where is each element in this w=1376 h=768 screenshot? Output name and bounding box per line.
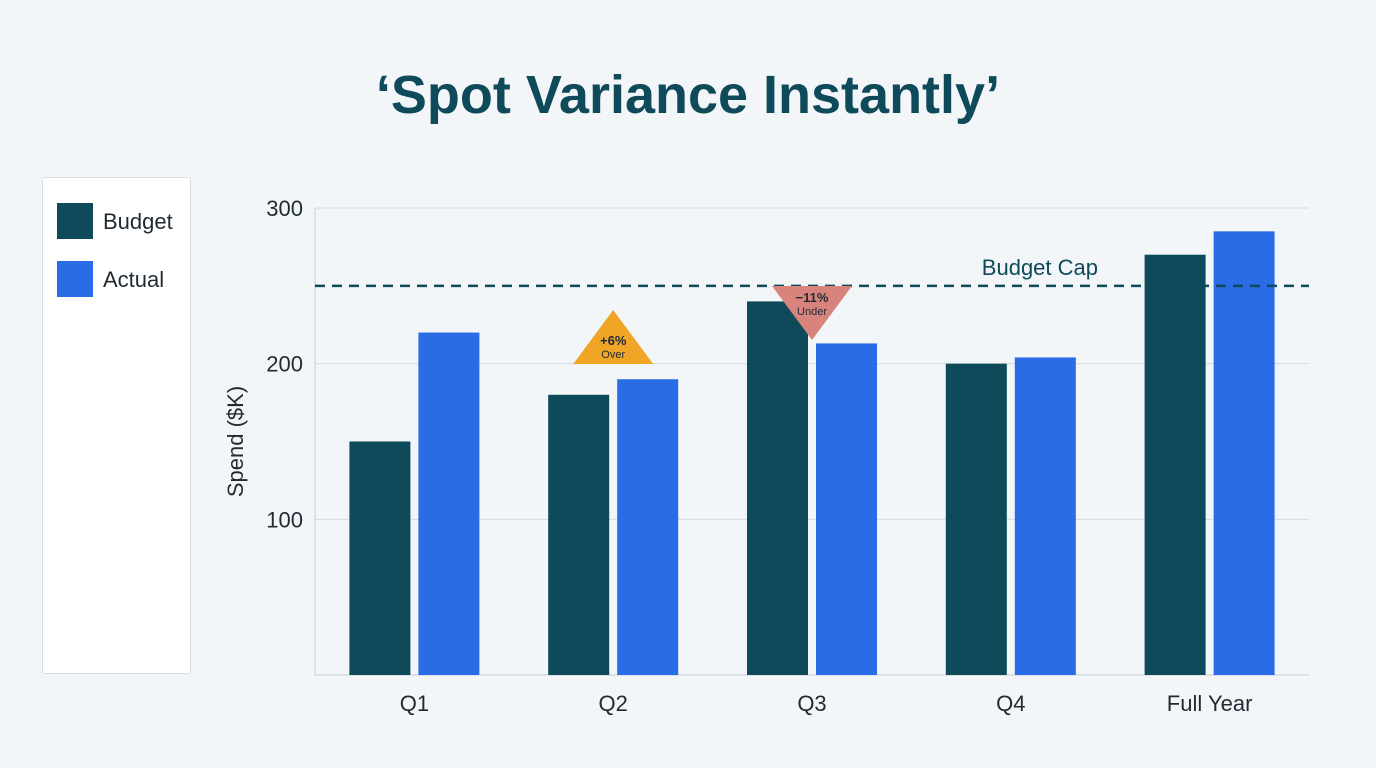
chart-legend: Budget Actual <box>42 177 191 674</box>
bar-actual-q4 <box>1014 357 1076 675</box>
bar-budget-q4 <box>945 363 1007 675</box>
x-tick-label: Q1 <box>400 691 429 716</box>
budget-cap-label: Budget Cap <box>982 255 1098 280</box>
variance-percent-q3: −11% <box>796 290 829 305</box>
y-tick-label: 100 <box>266 507 303 532</box>
bar-budget-full-year <box>1144 254 1206 675</box>
bar-actual-q3 <box>816 343 877 675</box>
variance-under-marker-q3 <box>772 286 852 340</box>
y-axis-title: Spend ($K) <box>223 386 248 497</box>
bar-budget-q3 <box>747 301 808 675</box>
variance-label-q3: Under <box>797 306 827 318</box>
bar-actual-q1 <box>418 332 480 675</box>
legend-swatch-budget <box>57 203 93 239</box>
x-tick-label: Q4 <box>996 691 1025 716</box>
y-tick-label: 200 <box>266 352 303 377</box>
legend-label-budget: Budget <box>103 209 173 234</box>
bar-actual-q2 <box>617 379 679 675</box>
bar-actual-full-year <box>1213 231 1275 675</box>
variance-over-marker-q2 <box>573 310 654 364</box>
x-tick-label: Q2 <box>599 691 628 716</box>
page-title: ‘Spot Variance Instantly’ <box>375 65 1001 125</box>
legend-label-actual: Actual <box>103 267 165 292</box>
legend-swatch-actual <box>57 261 93 297</box>
x-tick-label: Full Year <box>1167 691 1253 716</box>
y-tick-label: 300 <box>266 196 303 221</box>
bar-budget-q1 <box>349 441 411 675</box>
x-tick-label: Q3 <box>797 691 826 716</box>
variance-percent-q2: +6% <box>600 333 627 348</box>
variance-label-q2: Over <box>601 349 625 361</box>
bar-budget-q2 <box>548 394 610 675</box>
